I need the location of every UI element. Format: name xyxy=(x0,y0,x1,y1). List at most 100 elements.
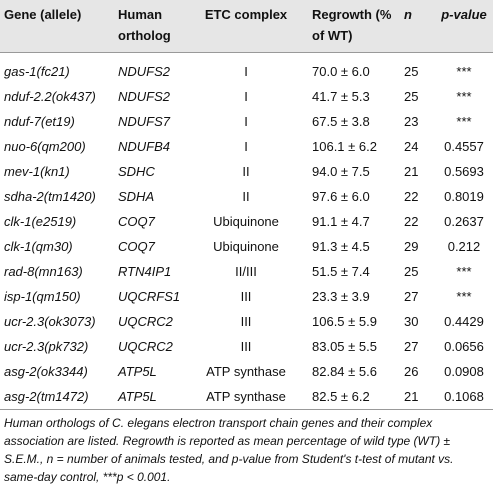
table-cell: 67.5 ± 3.8 xyxy=(312,114,370,129)
column-header: Human ortholog xyxy=(114,0,196,53)
table-row: clk-1(e2519) COQ7 Ubiquinone 91.1 ± 4.7 22 0.… xyxy=(0,209,493,234)
table-cell: nduf-2.2(ok437) xyxy=(4,89,96,104)
table-cell: III xyxy=(240,314,252,329)
column-header: Regrowth (% of WT) xyxy=(296,0,400,53)
table-cell: 25 xyxy=(404,264,419,279)
table-cell: SDHA xyxy=(118,189,155,204)
table-cell: 27 xyxy=(404,289,419,304)
table-cell: Ubiquinone xyxy=(213,239,279,254)
table-cell: 27 xyxy=(404,339,419,354)
table-cell: I xyxy=(244,114,248,129)
table-cell: 23 xyxy=(404,114,419,129)
footnote: Human orthologs of C. elegans electron t… xyxy=(4,416,454,484)
table-cell: 106.5 ± 5.9 xyxy=(312,314,377,329)
column-header: p-value xyxy=(435,0,493,53)
column-header: ETC complex xyxy=(196,0,296,53)
table-cell: II xyxy=(242,189,250,204)
table-row: sdha-2(tm1420) SDHA II 97.6 ± 6.0 22 0.8019 xyxy=(0,184,493,209)
table-row: nuo-6(qm200) NDUFB4 I 106.1 ± 6.2 24 0.4557 xyxy=(0,134,493,159)
table-cell: 22 xyxy=(404,214,419,229)
table-cell: rad-8(mn163) xyxy=(4,264,83,279)
table-cell: 29 xyxy=(404,239,419,254)
table-cell: 41.7 ± 5.3 xyxy=(312,89,370,104)
table-cell: 0.4429 xyxy=(444,314,484,329)
table-cell: ucr-2.3(ok3073) xyxy=(4,314,96,329)
table-cell: 70.0 ± 6.0 xyxy=(312,64,370,79)
table-row: isp-1(qm150) UQCRFS1 III 23.3 ± 3.9 27 *** xyxy=(0,284,493,309)
table-cell: NDUFB4 xyxy=(118,139,171,154)
table-cell: *** xyxy=(456,289,472,304)
table-cell: UQCRFS1 xyxy=(118,289,181,304)
table-cell: 25 xyxy=(404,89,419,104)
table-cell: 30 xyxy=(404,314,419,329)
table-cell: asg-2(tm1472) xyxy=(4,389,89,404)
table-cell: *** xyxy=(456,264,472,279)
table-cell: 82.5 ± 6.2 xyxy=(312,389,370,404)
table-cell: ATP5L xyxy=(118,364,157,379)
table-cell: RTN4IP1 xyxy=(118,264,172,279)
table-cell: SDHC xyxy=(118,164,155,179)
table-cell: 0.8019 xyxy=(444,189,484,204)
table-cell: II/III xyxy=(235,264,257,279)
table-cell: UQCRC2 xyxy=(118,314,173,329)
table-cell: ucr-2.3(pk732) xyxy=(4,339,89,354)
table-cell: *** xyxy=(456,64,472,79)
table-cell: 21 xyxy=(404,164,419,179)
table-cell: 94.0 ± 7.5 xyxy=(312,164,370,179)
table-cell: 0.2637 xyxy=(444,214,484,229)
table-cell: III xyxy=(240,339,252,354)
table-cell: *** xyxy=(456,114,472,129)
table-cell: ATP5L xyxy=(118,389,157,404)
table-cell: Ubiquinone xyxy=(213,214,279,229)
table-cell: 22 xyxy=(404,189,419,204)
table-cell: III xyxy=(240,289,252,304)
table-cell: nduf-7(et19) xyxy=(4,114,75,129)
table-row: rad-8(mn163) RTN4IP1 II/III 51.5 ± 7.4 25 *** xyxy=(0,259,493,284)
table-cell: 0.0656 xyxy=(444,339,484,354)
table-cell: I xyxy=(244,139,248,154)
table-row: mev-1(kn1) SDHC II 94.0 ± 7.5 21 0.5693 xyxy=(0,159,493,184)
table-cell: 0.212 xyxy=(447,239,481,254)
table-cell: NDUFS2 xyxy=(118,89,171,104)
table-cell: 0.5693 xyxy=(444,164,484,179)
table-cell: isp-1(qm150) xyxy=(4,289,81,304)
table-cell: 91.3 ± 4.5 xyxy=(312,239,370,254)
column-header: n xyxy=(400,0,435,53)
table-cell: NDUFS2 xyxy=(118,64,171,79)
table-cell: sdha-2(tm1420) xyxy=(4,189,96,204)
table-row: asg-2(ok3344) ATP5L ATP synthase 82.84 ± 5.… xyxy=(0,359,493,384)
table-cell: I xyxy=(244,64,248,79)
table-cell: 83.05 ± 5.5 xyxy=(312,339,377,354)
table-cell: 106.1 ± 6.2 xyxy=(312,139,377,154)
table-cell: ATP synthase xyxy=(206,389,286,404)
table-cell: asg-2(ok3344) xyxy=(4,364,88,379)
table-cell: nuo-6(qm200) xyxy=(4,139,86,154)
table-row: nduf-7(et19) NDUFS7 I 67.5 ± 3.8 23 *** xyxy=(0,109,493,134)
table-cell: COQ7 xyxy=(118,214,155,229)
table-cell: UQCRC2 xyxy=(118,339,173,354)
table-cell: COQ7 xyxy=(118,239,155,254)
table-cell: clk-1(e2519) xyxy=(4,214,77,229)
table-cell: 0.0908 xyxy=(444,364,484,379)
table-cell: 0.4557 xyxy=(444,139,484,154)
table-header: Gene (allele) Human ortholog ETC complex Re… xyxy=(0,0,493,53)
table-row: ucr-2.3(pk732) UQCRC2 III 83.05 ± 5.5 27 0.06… xyxy=(0,334,493,359)
table-row: ucr-2.3(ok3073) UQCRC2 III 106.5 ± 5.9 30 0.4… xyxy=(0,309,493,334)
column-header: Gene (allele) xyxy=(0,0,114,53)
table-cell: 26 xyxy=(404,364,419,379)
table: Gene (allele) Human ortholog ETC complex Re… xyxy=(0,0,493,410)
table-row: clk-1(qm30) COQ7 Ubiquinone 91.3 ± 4.5 29 0.2… xyxy=(0,234,493,259)
table-cell: gas-1(fc21) xyxy=(4,64,70,79)
table-cell: 23.3 ± 3.9 xyxy=(312,289,370,304)
table-cell: 24 xyxy=(404,139,419,154)
table-cell: 82.84 ± 5.6 xyxy=(312,364,377,379)
table-row: gas-1(fc21) NDUFS2 I 70.0 ± 6.0 25 *** xyxy=(0,53,493,85)
table-cell: *** xyxy=(456,89,472,104)
table-cell: I xyxy=(244,89,248,104)
table-cell: mev-1(kn1) xyxy=(4,164,70,179)
table-cell: 0.1068 xyxy=(444,389,484,404)
table-cell: II xyxy=(242,164,250,179)
table-cell: 25 xyxy=(404,64,419,79)
table-cell: 97.6 ± 6.0 xyxy=(312,189,370,204)
